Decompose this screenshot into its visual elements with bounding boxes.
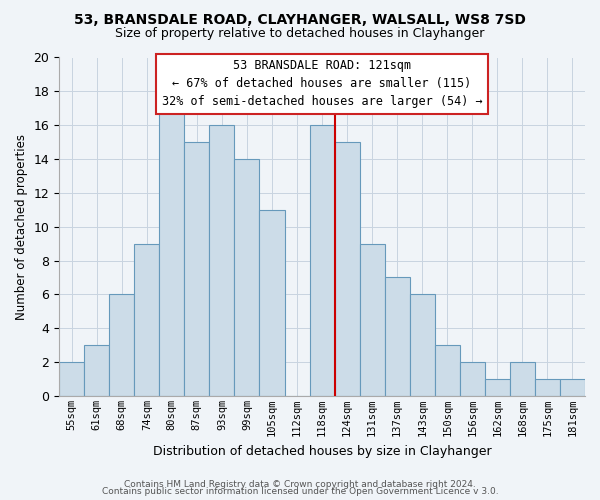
Bar bbox=[259, 210, 284, 396]
Bar bbox=[359, 244, 385, 396]
Text: 53, BRANSDALE ROAD, CLAYHANGER, WALSALL, WS8 7SD: 53, BRANSDALE ROAD, CLAYHANGER, WALSALL,… bbox=[74, 12, 526, 26]
Text: Contains HM Land Registry data © Crown copyright and database right 2024.: Contains HM Land Registry data © Crown c… bbox=[124, 480, 476, 489]
Bar bbox=[59, 362, 84, 396]
Bar bbox=[535, 379, 560, 396]
Bar bbox=[485, 379, 510, 396]
Y-axis label: Number of detached properties: Number of detached properties bbox=[15, 134, 28, 320]
Bar bbox=[335, 142, 359, 396]
Bar bbox=[410, 294, 435, 396]
Bar bbox=[209, 125, 235, 396]
Bar bbox=[560, 379, 585, 396]
Bar bbox=[160, 108, 184, 396]
Bar bbox=[435, 345, 460, 396]
Bar bbox=[134, 244, 160, 396]
Text: 53 BRANSDALE ROAD: 121sqm
← 67% of detached houses are smaller (115)
32% of semi: 53 BRANSDALE ROAD: 121sqm ← 67% of detac… bbox=[162, 59, 482, 108]
Bar bbox=[310, 125, 335, 396]
Bar bbox=[385, 278, 410, 396]
Bar bbox=[235, 159, 259, 396]
Bar bbox=[460, 362, 485, 396]
Bar bbox=[84, 345, 109, 396]
Bar bbox=[510, 362, 535, 396]
Text: Size of property relative to detached houses in Clayhanger: Size of property relative to detached ho… bbox=[115, 28, 485, 40]
X-axis label: Distribution of detached houses by size in Clayhanger: Distribution of detached houses by size … bbox=[153, 444, 491, 458]
Bar bbox=[184, 142, 209, 396]
Text: Contains public sector information licensed under the Open Government Licence v : Contains public sector information licen… bbox=[101, 488, 499, 496]
Bar bbox=[109, 294, 134, 396]
